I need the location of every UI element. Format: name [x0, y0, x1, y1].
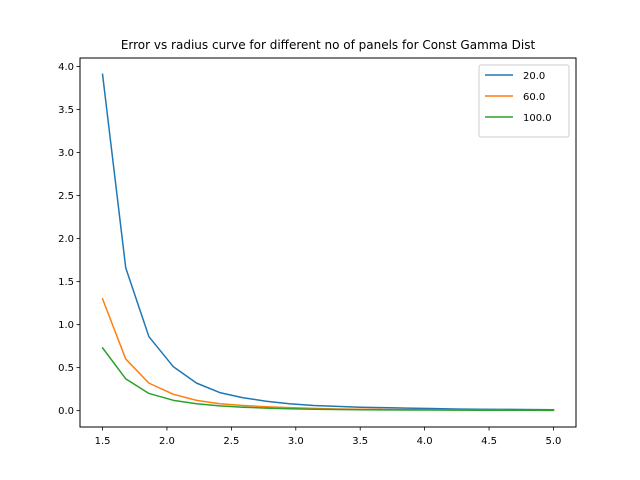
x-tick-label: 2.5 — [223, 436, 239, 447]
x-tick-label: 3.0 — [288, 436, 304, 447]
legend-box — [478, 64, 570, 138]
plot-area — [101, 73, 555, 412]
series-line-2 — [101, 346, 555, 412]
y-tick-label: 1.5 — [58, 277, 74, 288]
y-tick-label: 3.5 — [58, 105, 74, 116]
y-tick-label: 1.0 — [58, 320, 74, 331]
y-tick-label: 0.0 — [58, 406, 74, 417]
x-tick-label: 4.5 — [481, 436, 497, 447]
y-tick-label: 0.5 — [58, 363, 74, 374]
legend: 20.0 60.0 100.0 — [478, 64, 570, 138]
legend-label-1: 60.0 — [523, 92, 545, 103]
series-line-1 — [101, 297, 555, 411]
series-line-0 — [101, 73, 555, 411]
x-tick-label: 1.5 — [95, 436, 111, 447]
y-tick-label: 4.0 — [58, 62, 74, 73]
x-tick-label: 3.5 — [352, 436, 368, 447]
x-tick-label: 5.0 — [546, 436, 562, 447]
y-axis: 0.0 0.5 1.0 1.5 2.0 2.5 3.0 3.5 4.0 — [58, 62, 80, 417]
x-tick-label: 2.0 — [159, 436, 175, 447]
chart-title: Error vs radius curve for different no o… — [121, 38, 536, 52]
y-tick-label: 2.5 — [58, 191, 74, 202]
y-tick-label: 2.0 — [58, 234, 74, 245]
legend-label-0: 20.0 — [523, 71, 545, 82]
x-axis: 1.5 2.0 2.5 3.0 3.5 4.0 4.5 5.0 — [95, 427, 562, 447]
axes-frame — [79, 57, 577, 428]
y-tick-label: 3.0 — [58, 148, 74, 159]
legend-label-2: 100.0 — [523, 113, 552, 124]
x-tick-label: 4.0 — [417, 436, 433, 447]
